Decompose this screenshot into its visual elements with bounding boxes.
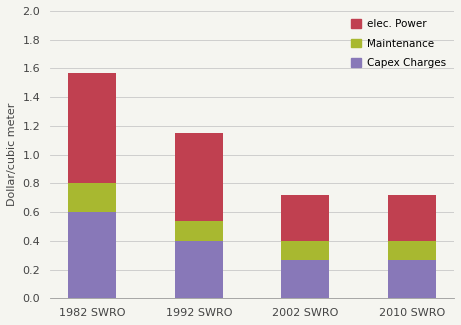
Bar (175, 133, 223, 221)
Bar (175, 241, 223, 298)
Bar (68, 73, 116, 183)
Bar (388, 195, 436, 241)
Bar (68, 212, 116, 298)
Bar (175, 221, 223, 241)
Bar (281, 195, 329, 241)
Bar (388, 241, 436, 260)
Bar (388, 260, 436, 298)
Legend: elec. Power, Maintenance, Capex Charges: elec. Power, Maintenance, Capex Charges (348, 16, 449, 71)
Bar (68, 183, 116, 212)
Bar (281, 260, 329, 298)
Bar (281, 241, 329, 260)
Y-axis label: Dollar/cubic meter: Dollar/cubic meter (7, 103, 17, 206)
